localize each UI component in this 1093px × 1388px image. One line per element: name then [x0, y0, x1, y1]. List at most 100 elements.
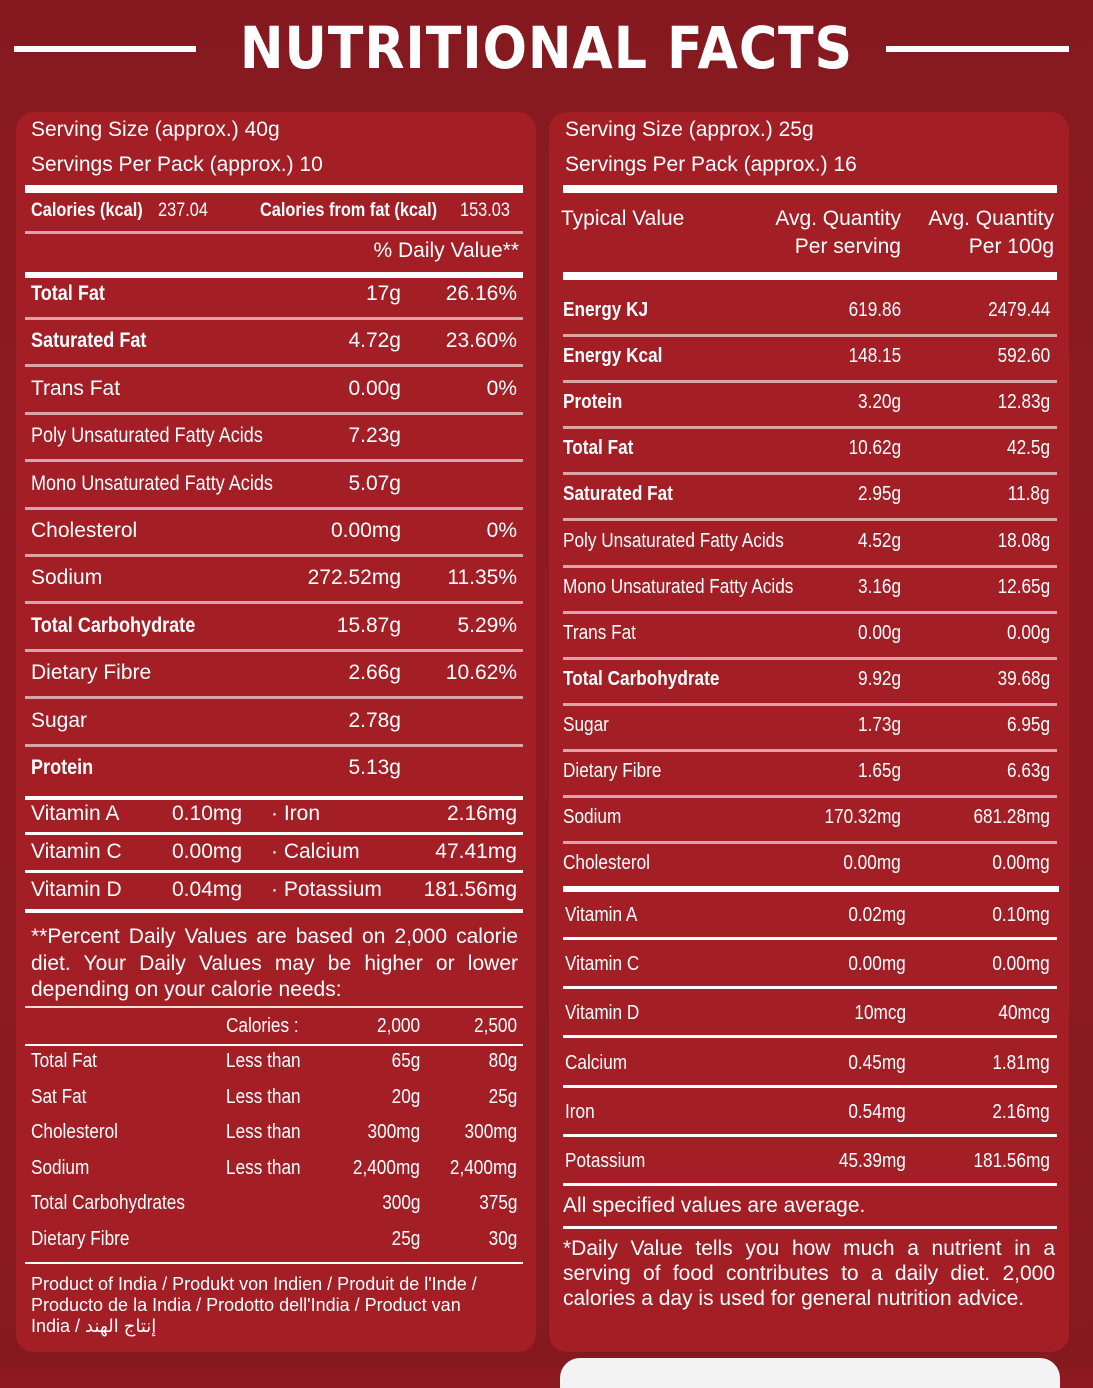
row-divider: [563, 610, 1057, 614]
right-per-serving: 1.73g: [851, 714, 901, 737]
right-per-serving-text: 4.52g: [857, 529, 901, 552]
left-rule: [25, 909, 523, 913]
vitamin-divider: [563, 937, 1057, 940]
left-nutrient-amount: 5.13g: [348, 756, 401, 779]
row-divider: [563, 426, 1057, 430]
right-vitamin-name: Vitamin C: [565, 953, 651, 976]
vitamin-name: Vitamin C: [31, 840, 122, 863]
left-nutrient-dv: 5.29%: [457, 613, 517, 637]
ref-nutrient: Sat Fat: [31, 1086, 95, 1109]
ref-condition: Less than: [226, 1121, 313, 1144]
right-nutrition-panel: Serving Size (approx.) 25g Servings Per …: [549, 112, 1069, 1352]
mineral-name: · Potassium: [271, 878, 382, 901]
right-per-serving-text: 1.73g: [857, 713, 901, 736]
right-nutrient-name-text: Total Carbohydrate: [563, 667, 720, 690]
row-divider: [563, 518, 1057, 522]
left-rule: [25, 796, 523, 800]
right-thick-rule: [563, 272, 1057, 280]
left-nutrient-amount: 272.52mg: [307, 566, 401, 590]
ref-2000-text: 2,400mg: [353, 1156, 420, 1179]
vitamin-divider: [25, 832, 523, 835]
row-divider: [25, 317, 523, 320]
ref-2500-text: 2,400mg: [450, 1156, 517, 1179]
right-per-serving: 10.62g: [840, 437, 901, 460]
right-vitamin-name: Vitamin A: [565, 904, 649, 927]
left-nutrient-name: Cholesterol: [31, 519, 138, 542]
ref-col-2500: 2,500: [473, 1015, 517, 1037]
right-per-100g: 2479.44: [978, 299, 1050, 322]
right-vitamin-serving-text: 0.45mg: [848, 1051, 906, 1074]
row-divider: [563, 656, 1057, 660]
ref-nutrient-text: Total Fat: [31, 1050, 97, 1072]
vitamin-divider: [563, 1183, 1057, 1186]
right-nutrient-name: Energy KJ: [563, 299, 662, 322]
ref-condition: Less than: [226, 1086, 313, 1109]
right-per-serving: 0.00mg: [834, 852, 901, 875]
ref-2500-text: 25g: [488, 1085, 517, 1108]
left-nutrient-name: Mono Unsaturated Fatty Acids: [31, 472, 312, 496]
row-divider: [563, 380, 1057, 384]
vitamin-value: 0.04mg: [172, 878, 243, 901]
left-nutrient-amount: 5.07g: [348, 471, 401, 495]
ref-2000-text: 20g: [391, 1085, 420, 1108]
left-rule: [25, 1262, 523, 1264]
mineral-value: 2.16mg: [446, 802, 517, 825]
left-nutrient-amount: 2.66g: [348, 661, 401, 685]
right-vitamin-name: Potassium: [565, 1150, 658, 1173]
right-per-serving: 0.00g: [851, 622, 901, 645]
right-nutrient-name: Mono Unsaturated Fatty Acids: [563, 576, 831, 599]
right-per-serving-text: 1.65g: [857, 760, 901, 782]
mineral-name: · Iron: [271, 802, 321, 825]
right-per-serving-text: 2.95g: [857, 483, 901, 506]
mineral-value: 181.56mg: [423, 878, 517, 901]
right-vitamin-name: Calcium: [565, 1052, 637, 1075]
col-per-serving-2: Per serving: [794, 235, 901, 258]
ref-condition-text: Less than: [226, 1085, 301, 1108]
ref-2500-text: 300mg: [464, 1121, 517, 1144]
row-divider: [563, 472, 1057, 476]
right-per-100g: 0.00g: [1000, 622, 1050, 645]
right-per-100g: 18.08g: [989, 530, 1050, 553]
left-serving-size: Serving Size (approx.) 40g: [31, 118, 280, 141]
right-nutrient-name-text: Total Fat: [563, 437, 634, 460]
left-rule: [25, 1006, 523, 1008]
right-nutrient-name-text: Poly Unsaturated Fatty Acids: [563, 529, 784, 552]
left-nutrient-name-text: Poly Unsaturated Fatty Acids: [31, 424, 263, 448]
left-nutrient-name: Poly Unsaturated Fatty Acids: [31, 424, 301, 448]
ref-nutrient: Total Fat: [31, 1050, 108, 1073]
right-vitamin-name: Iron: [565, 1101, 599, 1124]
left-nutrient-name-text: Total Carbohydrate: [31, 613, 196, 637]
average-note: All specified values are average.: [563, 1194, 866, 1217]
left-rule: [25, 1044, 523, 1046]
col-per-100g-2: Per 100g: [968, 235, 1054, 258]
right-nutrient-name-text: Cholesterol: [563, 852, 651, 875]
ref-nutrient: Total Carbohydrates: [31, 1192, 210, 1215]
right-per-100g-text: 592.60: [997, 345, 1050, 368]
right-vitamin-name: Vitamin D: [565, 1002, 651, 1025]
right-nutrient-name-text: Energy KJ: [563, 299, 649, 321]
left-nutrient-name: Total Fat: [31, 282, 117, 306]
right-per-serving: 9.92g: [851, 668, 901, 691]
daily-value-note: *Daily Value tells you how much a nutrie…: [563, 1237, 1055, 1310]
right-vitamin-100g-text: 40mcg: [998, 1002, 1050, 1025]
right-per-100g: 12.65g: [989, 576, 1050, 599]
row-divider: [563, 841, 1057, 845]
right-per-serving-text: 619.86: [848, 299, 901, 321]
left-nutrient-dv: 11.35%: [447, 566, 517, 590]
right-vitamin-serving-text: 45.39mg: [839, 1150, 906, 1172]
right-nutrient-name-text: Trans Fat: [563, 621, 636, 644]
right-per-100g: 11.8g: [1001, 483, 1050, 506]
ref-nutrient-text: Sodium: [31, 1156, 90, 1179]
ref-condition: Less than: [226, 1050, 313, 1073]
left-nutrient-name: Dietary Fibre: [31, 661, 152, 685]
left-divider: [25, 231, 523, 234]
right-vitamin-serving-text: 0.02mg: [848, 904, 906, 926]
right-nutrient-name-text: Sugar: [563, 713, 609, 736]
left-nutrient-name: Sugar: [31, 708, 88, 732]
vitamin-name: Vitamin D: [31, 878, 122, 901]
left-calories-value: 237.04: [158, 200, 208, 221]
header-rule-left: [14, 46, 196, 52]
left-nutrient-name: Protein: [31, 756, 103, 780]
right-vitamin-name-text: Potassium: [565, 1150, 646, 1172]
left-nutrition-panel: Serving Size (approx.) 40g Servings Per …: [16, 112, 536, 1352]
